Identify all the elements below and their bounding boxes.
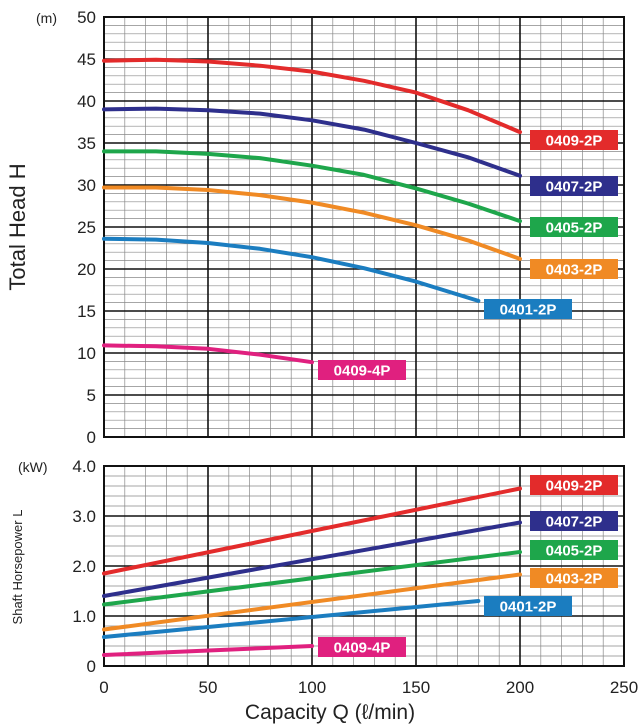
y-tick-label: 0: [87, 428, 96, 447]
series-line-0401-2p: [102, 599, 481, 639]
series-label-box: [530, 259, 618, 279]
series-line-0407-2p: [102, 106, 522, 178]
panel-total-head: [102, 16, 625, 438]
series-label-box: [530, 540, 618, 560]
y-unit-label: (m): [36, 10, 57, 26]
x-axis-label: Capacity Q (ℓ/min): [245, 701, 415, 724]
series-label: 0409-4P: [334, 363, 391, 380]
y-tick-label: 20: [77, 260, 96, 279]
y-tick-label: 0: [87, 657, 96, 676]
plot-frame: [103, 465, 625, 667]
series-label: 0401-2P: [500, 302, 557, 319]
y-tick-label: 5: [87, 386, 96, 405]
plot-frame: [103, 16, 625, 438]
series-label: 0409-4P: [334, 640, 391, 657]
series-line-0403-2p: [102, 185, 522, 261]
x-tick-label: 200: [506, 678, 534, 697]
series-label: 0403-2P: [546, 571, 603, 588]
series-label: 0403-2P: [546, 262, 603, 279]
series-label: 0407-2P: [546, 179, 603, 196]
y-tick-label: 3.0: [72, 507, 96, 526]
series-label-box: [484, 299, 572, 319]
series-line-0405-2p: [102, 550, 522, 607]
y-axis-label: Total Head H: [5, 163, 30, 290]
series-label-box: [484, 596, 572, 616]
series-label-box: [530, 130, 618, 150]
y-tick-label: 40: [77, 92, 96, 111]
series-label: 0405-2P: [546, 543, 603, 560]
series-line-0407-2p: [102, 520, 522, 598]
series-line-0409-4p: [102, 644, 314, 657]
series-label-box: [318, 360, 406, 380]
series-label-box: [530, 217, 618, 237]
y-tick-label: 25: [77, 218, 96, 237]
series-line-0409-2p: [102, 57, 522, 135]
series-line-0409-2p: [102, 486, 522, 576]
series-label: 0409-2P: [546, 133, 603, 150]
series-label: 0409-2P: [546, 478, 603, 495]
y-unit-label: (kW): [18, 459, 48, 475]
series-label-box: [530, 475, 618, 495]
x-tick-label: 100: [298, 678, 326, 697]
series-line-0403-2p: [102, 572, 522, 632]
x-tick-label: 0: [99, 678, 108, 697]
y-tick-label: 15: [77, 302, 96, 321]
y-tick-label: 30: [77, 176, 96, 195]
y-tick-label: 4.0: [72, 457, 96, 476]
series-line-0405-2p: [102, 149, 522, 224]
panel-shaft-horsepower: [102, 465, 625, 667]
y-tick-label: 50: [77, 8, 96, 27]
y-tick-label: 35: [77, 134, 96, 153]
series-label-box: [530, 176, 618, 196]
y-tick-label: 45: [77, 50, 96, 69]
y-tick-label: 10: [77, 344, 96, 363]
series-line-0409-4p: [102, 343, 314, 365]
series-label-box: [530, 511, 618, 531]
y-tick-label: 1.0: [72, 607, 96, 626]
series-label-box: [530, 568, 618, 588]
series-label: 0407-2P: [546, 514, 603, 531]
y-axis-label: Shaft Horsepower L: [10, 510, 25, 625]
series-label: 0405-2P: [546, 220, 603, 237]
x-tick-label: 250: [610, 678, 638, 697]
series-label-box: [318, 637, 406, 657]
x-tick-label: 50: [199, 678, 218, 697]
series-label: 0401-2P: [500, 599, 557, 616]
series-line-0401-2p: [102, 236, 481, 303]
y-tick-label: 2.0: [72, 557, 96, 576]
x-tick-label: 150: [402, 678, 430, 697]
